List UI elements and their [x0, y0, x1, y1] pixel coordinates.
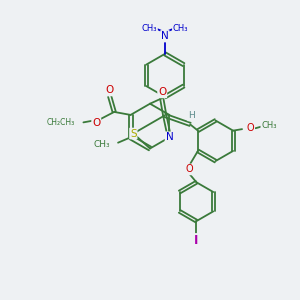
Text: S: S	[130, 128, 137, 139]
Text: O: O	[106, 85, 114, 95]
Text: CH₂CH₃: CH₂CH₃	[47, 118, 75, 127]
Text: N: N	[161, 31, 169, 41]
Text: O: O	[158, 87, 166, 98]
Text: H: H	[188, 112, 195, 121]
Text: CH₃: CH₃	[173, 24, 188, 33]
Text: O: O	[247, 123, 254, 133]
Text: N: N	[166, 132, 173, 142]
Text: CH₃: CH₃	[142, 24, 157, 33]
Text: O: O	[92, 118, 100, 128]
Text: CH₃: CH₃	[261, 121, 277, 130]
Text: CH₃: CH₃	[93, 140, 110, 149]
Text: O: O	[185, 164, 193, 175]
Text: I: I	[194, 234, 199, 247]
